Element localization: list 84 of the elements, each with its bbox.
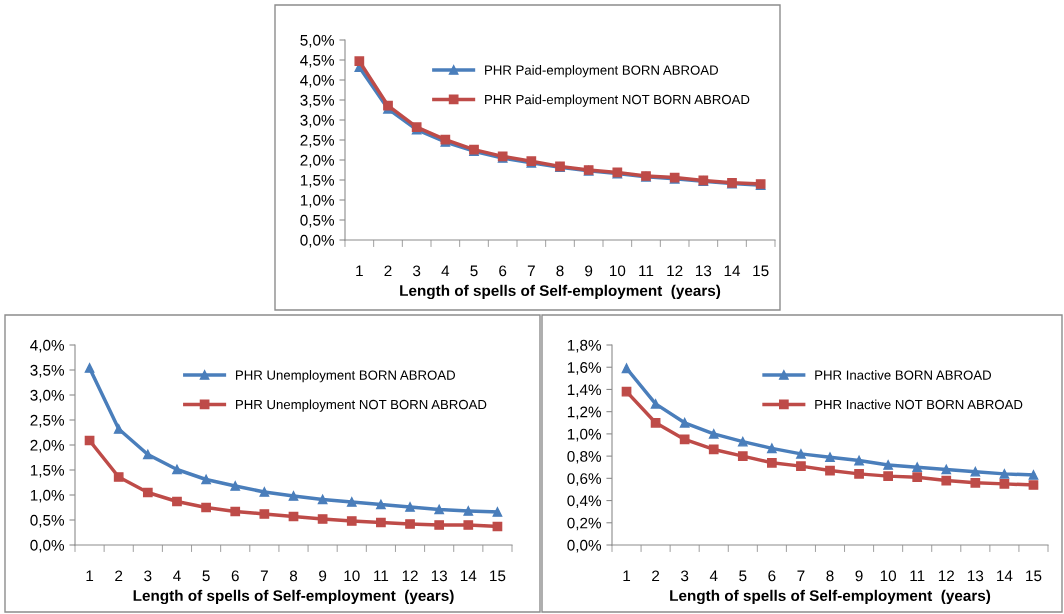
y-tick-label: 1,8% (567, 339, 602, 353)
x-tick-label: 8 (826, 570, 834, 582)
x-tick-label: 4 (441, 265, 450, 277)
x-tick-label: 2 (115, 570, 123, 582)
legend-label: PHR Unemployment BORN ABROAD (236, 370, 456, 383)
x-tick-label: 15 (1026, 570, 1042, 582)
x-tick-label: 3 (413, 265, 421, 277)
y-tick-label: 3,0% (300, 114, 335, 128)
x-tick-label: 1 (356, 265, 363, 277)
y-tick-label: 5,0% (300, 34, 335, 48)
x-tick-label: 13 (696, 265, 712, 277)
x-tick-label: 11 (374, 570, 389, 582)
y-tick-label: 2,0% (300, 154, 335, 168)
x-axis-title: Length of spells of Self-employment (years) (400, 284, 721, 300)
x-tick-label: 13 (431, 570, 447, 582)
x-tick-label: 7 (527, 265, 535, 277)
legend-label: PHR Unemployment NOT BORN ABROAD (236, 399, 487, 412)
x-tick-label: 12 (667, 265, 683, 277)
x-tick-label: 8 (556, 265, 564, 277)
x-tick-label: 10 (880, 570, 897, 582)
y-tick-label: 0,8% (567, 450, 602, 464)
x-tick-label: 6 (768, 570, 776, 582)
y-tick-label: 1,5% (300, 174, 335, 188)
y-tick-label: 1,0% (300, 194, 335, 208)
y-tick-label: 1,0% (30, 489, 65, 503)
x-tick-label: 10 (610, 265, 626, 277)
x-tick-label: 15 (753, 265, 769, 277)
y-tick-label: 0,5% (300, 214, 335, 228)
y-tick-label: 0,2% (567, 517, 602, 531)
y-tick-label: 4,0% (30, 339, 65, 353)
y-tick-label: 2,5% (300, 134, 335, 148)
x-tick-label: 4 (173, 570, 181, 582)
legend-label: PHR Paid-employment NOT BORN ABROAD (485, 94, 750, 107)
y-tick-label: 0,6% (567, 473, 602, 486)
y-tick-label: 3,5% (30, 364, 65, 378)
legend-label: PHR Inactive BORN ABROAD (815, 370, 992, 380)
x-tick-label: 14 (460, 570, 477, 582)
legend-label: PHR Paid-employment BORN ABROAD (485, 65, 719, 78)
y-tick-label: 4,5% (300, 54, 335, 68)
x-tick-label: 5 (202, 570, 210, 582)
y-tick-label: 1,2% (567, 406, 602, 420)
x-tick-label: 7 (260, 570, 268, 582)
x-tick-label: 15 (490, 570, 506, 582)
x-tick-label: 14 (997, 570, 1013, 582)
x-tick-label: 6 (499, 265, 507, 277)
x-tick-label: 5 (739, 570, 747, 582)
y-tick-label: 0,0% (300, 234, 335, 248)
x-axis-title: Length of spells of Self-employment (years) (133, 589, 454, 605)
y-tick-label: 0,0% (567, 539, 602, 553)
x-tick-label: 12 (938, 570, 954, 582)
x-tick-label: 1 (623, 570, 631, 582)
y-tick-label: 4,0% (300, 74, 335, 88)
x-tick-label: 11 (910, 570, 925, 582)
x-tick-label: 6 (231, 570, 239, 582)
x-axis-title: Length of spells of Self-employment (years) (670, 589, 991, 605)
x-tick-label: 7 (797, 570, 805, 582)
x-tick-label: 2 (652, 570, 660, 582)
y-tick-label: 3,0% (30, 389, 65, 403)
x-tick-label: 11 (639, 265, 654, 277)
x-tick-label: 2 (384, 265, 392, 277)
y-tick-label: 0,4% (567, 495, 602, 509)
y-tick-label: 0,0% (30, 539, 65, 553)
x-tick-label: 9 (585, 265, 593, 277)
x-tick-label: 10 (344, 570, 360, 582)
x-tick-label: 8 (289, 570, 298, 582)
x-tick-label: 9 (855, 570, 863, 582)
x-tick-label: 1 (86, 570, 94, 582)
x-tick-label: 3 (681, 570, 689, 582)
y-tick-label: 1,4% (567, 384, 602, 397)
y-tick-label: 2,5% (30, 414, 65, 428)
x-tick-label: 13 (968, 570, 984, 582)
y-tick-label: 1,0% (567, 428, 602, 442)
x-tick-label: 9 (319, 570, 327, 582)
x-tick-label: 4 (709, 570, 718, 582)
x-tick-label: 3 (144, 570, 152, 582)
y-tick-label: 3,5% (300, 94, 335, 108)
x-tick-label: 12 (402, 570, 418, 582)
y-tick-label: 1,6% (567, 362, 602, 375)
legend-label: PHR Inactive NOT BORN ABROAD (815, 399, 1023, 410)
x-tick-label: 5 (470, 265, 478, 277)
y-tick-label: 2,0% (30, 439, 65, 453)
y-tick-label: 0,5% (30, 514, 65, 528)
x-tick-label: 14 (724, 265, 741, 277)
y-tick-label: 1,5% (30, 464, 65, 478)
